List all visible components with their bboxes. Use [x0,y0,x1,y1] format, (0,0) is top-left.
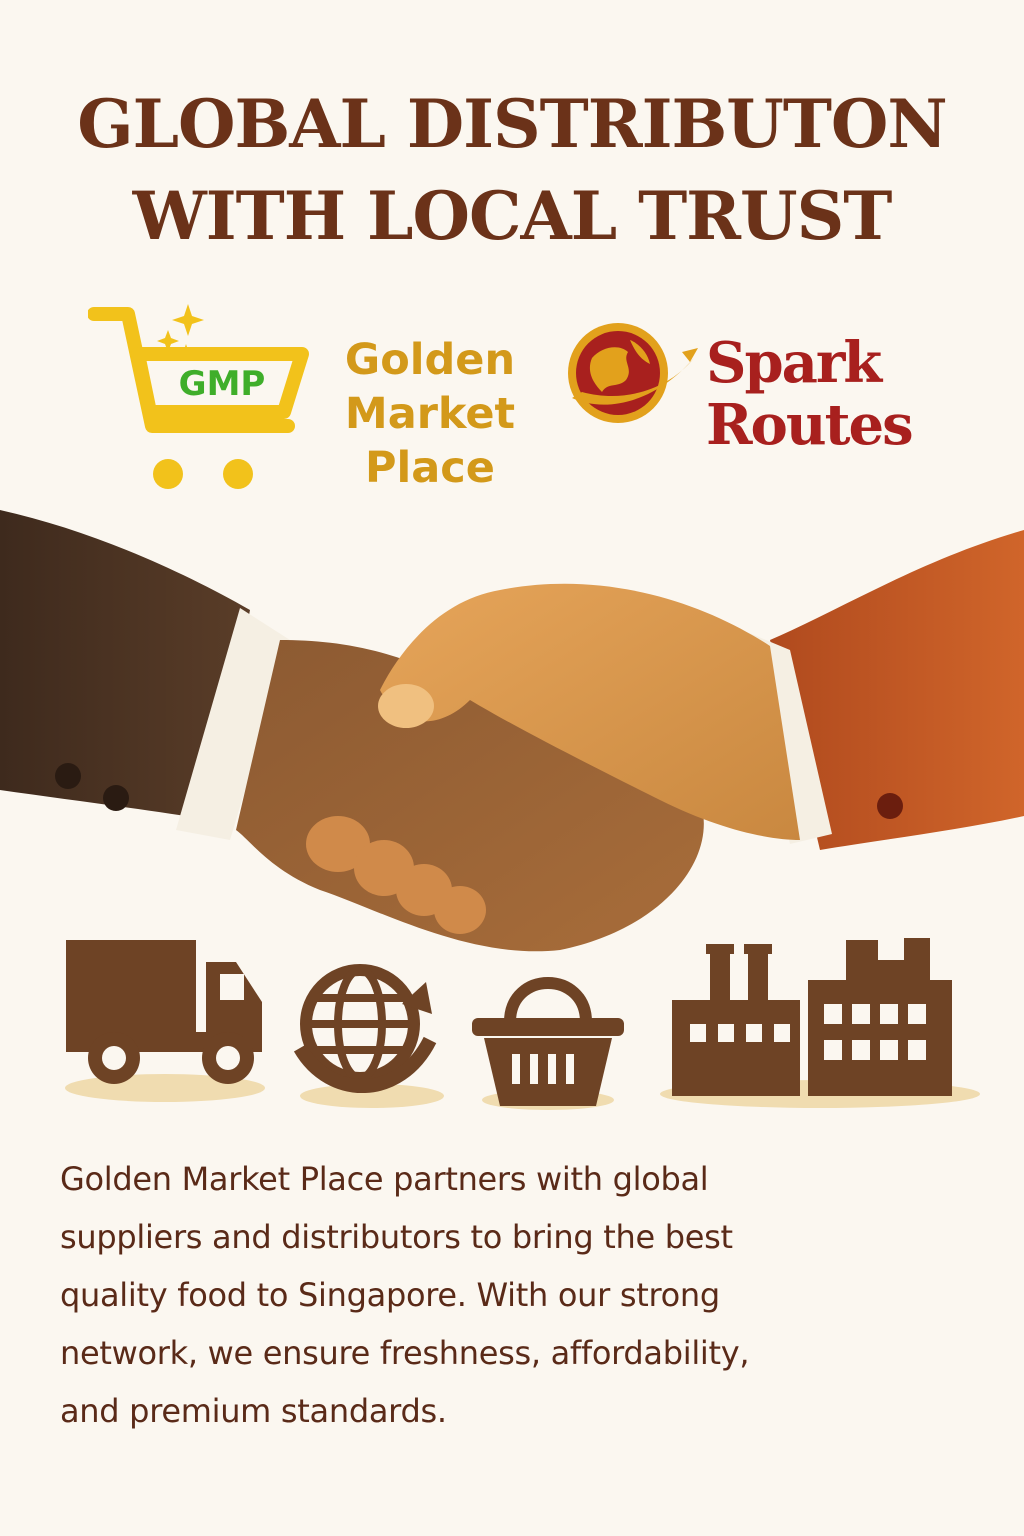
description-line: quality food to Singapore. With our stro… [60,1276,720,1314]
gmp-name-line: Place [365,443,495,493]
icon-row [65,938,980,1110]
description-line: Golden Market Place partners with global [60,1160,709,1198]
globe-icon [293,964,437,1094]
handshake-illustration [0,510,1024,952]
gmp-name-line: Golden [344,335,516,385]
factory-icon [672,938,952,1096]
page-title: GLOBAL DISTRIBUTON WITH LOCAL TRUST [0,78,1024,262]
spark-brand-name: Spark Routes [706,330,914,458]
page-title-line-2: WITH LOCAL TRUST [132,177,893,255]
description-line: network, we ensure freshness, affordabil… [60,1334,750,1372]
right-sleeve [770,530,1024,850]
spark-name-line: Spark [706,330,882,396]
sparkle-icon [157,330,179,352]
globe-swoosh-icon [568,323,698,423]
gmp-brand-name: Golden Market Place [330,333,530,495]
description-line: and premium standards. [60,1392,447,1430]
description-paragraph: Golden Market Place partners with global… [60,1150,960,1440]
shopping-basket-icon [472,977,624,1106]
spark-name-line: Routes [706,392,914,458]
sparkle-icon [172,304,204,336]
description-line: suppliers and distributors to bring the … [60,1218,733,1256]
gmp-name-line: Market [344,389,516,439]
page-title-line-1: GLOBAL DISTRIBUTON [77,85,948,163]
left-sleeve [0,510,250,820]
left-hand [236,640,704,952]
delivery-truck-icon [66,940,262,1084]
right-hand [380,583,800,840]
shopping-cart-icon: GMP [88,304,309,489]
gmp-badge: GMP [179,364,266,404]
